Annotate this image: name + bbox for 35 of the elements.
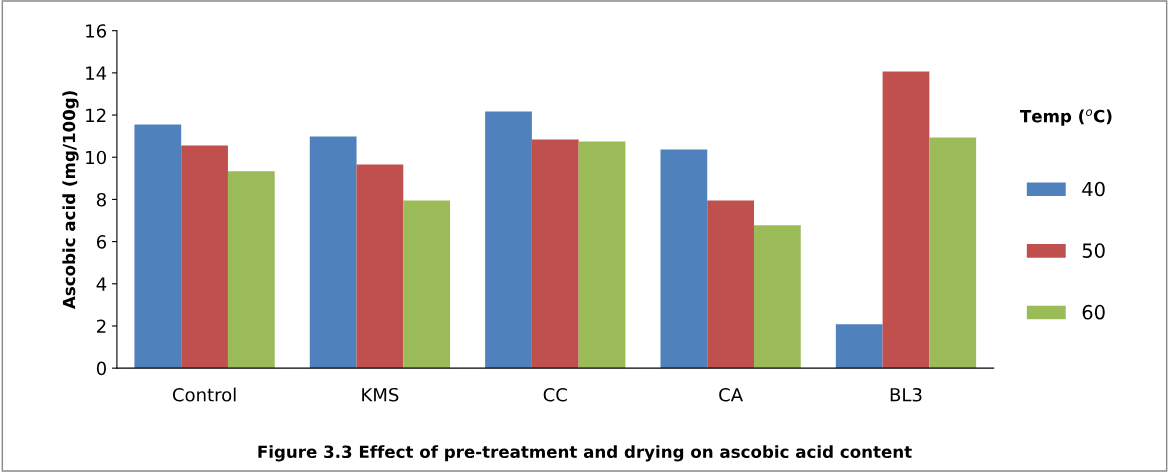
legend-label: 60 xyxy=(1082,304,1105,320)
bar xyxy=(134,124,182,369)
bar xyxy=(531,139,579,369)
x-tick-label: CC xyxy=(543,387,567,402)
bar xyxy=(309,136,357,369)
legend-label: 40 xyxy=(1082,181,1105,197)
bar xyxy=(882,71,930,369)
bar xyxy=(929,137,977,369)
y-tick-label: 10 xyxy=(86,150,106,165)
bar xyxy=(578,141,626,369)
y-tick-label: 12 xyxy=(86,108,106,122)
bar xyxy=(356,164,404,369)
y-tick-label: 0 xyxy=(96,361,106,376)
y-tick-label: 8 xyxy=(96,192,106,207)
bar xyxy=(485,111,532,369)
y-tick-label: 2 xyxy=(97,319,106,333)
x-tick-label: CA xyxy=(719,387,743,402)
bar xyxy=(660,149,708,369)
legend-label: 50 xyxy=(1082,243,1105,258)
bar xyxy=(227,171,275,369)
bar xyxy=(707,200,755,369)
y-tick-label: 4 xyxy=(96,277,107,291)
bar xyxy=(403,200,451,369)
y-tick-label: 6 xyxy=(96,235,107,249)
bar xyxy=(181,145,228,369)
x-tick-label: Control xyxy=(172,387,236,402)
x-tick-label: BL3 xyxy=(890,387,922,402)
y-tick-label: 14 xyxy=(86,66,107,80)
legend-title: Temp ($^{o}$C) xyxy=(1020,109,1112,126)
bar xyxy=(754,225,801,369)
y-tick-label: 16 xyxy=(86,24,107,38)
y-axis-title: Ascobic acid (mg/100g) xyxy=(62,91,79,310)
bar xyxy=(835,324,883,369)
x-tick-label: KMS xyxy=(362,387,399,402)
text: Figure 3.3 Effect of pre-treatment and drying on ascobic acid content xyxy=(258,445,912,462)
